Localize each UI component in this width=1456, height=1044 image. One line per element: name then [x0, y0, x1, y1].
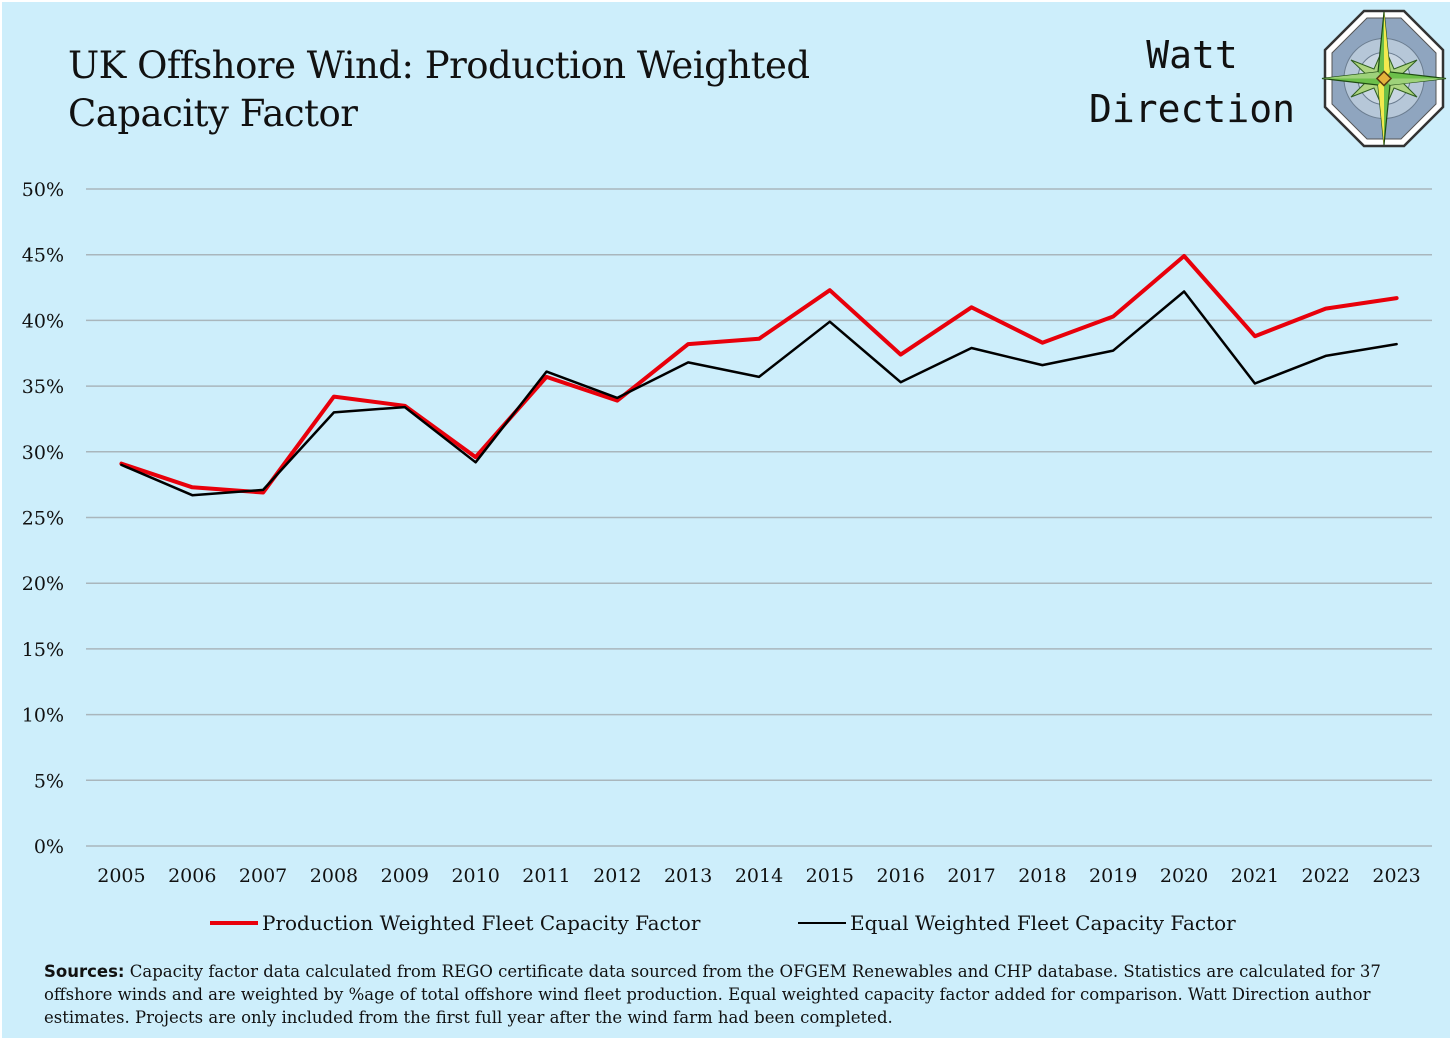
y-tick-label: 15% [22, 639, 64, 661]
y-tick-label: 25% [22, 508, 64, 530]
x-tick-label: 2005 [97, 865, 145, 887]
x-tick-label: 2011 [522, 865, 570, 887]
y-tick-label: 10% [22, 705, 64, 727]
logo-line-2: Direction [1089, 87, 1295, 131]
x-tick-label: 2006 [168, 865, 216, 887]
legend-item-production: Production Weighted Fleet Capacity Facto… [210, 906, 700, 940]
y-tick-label: 40% [22, 310, 64, 332]
y-tick-label: 30% [22, 442, 64, 464]
y-tick-label: 45% [22, 245, 64, 267]
legend-label-equal: Equal Weighted Fleet Capacity Factor [850, 911, 1236, 935]
x-axis-ticks: 2005 2006 2007 2008 2009 2010 2011 2012 2013 2014… [97, 865, 1421, 887]
y-tick-label: 35% [22, 376, 64, 398]
chart-title: UK Offshore Wind: Production Weighted Ca… [68, 44, 810, 135]
legend-item-equal: Equal Weighted Fleet Capacity Factor [798, 906, 1236, 940]
compass-rose-icon [1321, 9, 1447, 148]
legend-swatch-production [210, 921, 258, 925]
x-tick-label: 2007 [239, 865, 287, 887]
x-tick-label: 2021 [1231, 865, 1279, 887]
legend-swatch-equal [798, 922, 846, 924]
series-line-equal [120, 290, 1398, 497]
legend-label-production: Production Weighted Fleet Capacity Facto… [262, 911, 701, 935]
x-tick-label: 2017 [947, 865, 995, 887]
x-tick-label: 2016 [877, 865, 925, 887]
gridlines [86, 188, 1432, 847]
x-tick-label: 2022 [1302, 865, 1350, 887]
x-tick-label: 2012 [593, 865, 641, 887]
x-tick-label: 2019 [1089, 865, 1137, 887]
sources-note: Sources: Capacity factor data calculated… [44, 960, 1434, 1029]
series-line-production [119, 254, 1399, 495]
x-tick-label: 2008 [310, 865, 358, 887]
x-tick-label: 2009 [381, 865, 429, 887]
y-tick-label: 5% [34, 770, 64, 792]
x-tick-label: 2015 [806, 865, 854, 887]
y-tick-label: 50% [22, 179, 64, 201]
logo-line-1: Watt [1146, 33, 1238, 77]
sources-label: Sources: [44, 962, 125, 981]
x-tick-label: 2013 [664, 865, 712, 887]
y-tick-label: 0% [34, 836, 64, 858]
series-lines [119, 254, 1399, 497]
y-axis-ticks: 0% 5% 10% 15% 20% 25% 30% 35% 40% 45% 50% [22, 179, 64, 858]
x-tick-label: 2023 [1372, 865, 1420, 887]
logo-wordmark: Watt Direction [1064, 28, 1320, 136]
x-tick-label: 2014 [735, 865, 783, 887]
x-tick-label: 2020 [1160, 865, 1208, 887]
x-tick-label: 2010 [451, 865, 499, 887]
line-chart: 0% 5% 10% 15% 20% 25% 30% 35% 40% 45% 50% 2005 2006… [22, 179, 1432, 887]
chart-legend: Production Weighted Fleet Capacity Facto… [2, 906, 1456, 940]
x-tick-label: 2018 [1018, 865, 1066, 887]
sources-text: Capacity factor data calculated from REG… [44, 962, 1381, 1027]
y-tick-label: 20% [22, 573, 64, 595]
